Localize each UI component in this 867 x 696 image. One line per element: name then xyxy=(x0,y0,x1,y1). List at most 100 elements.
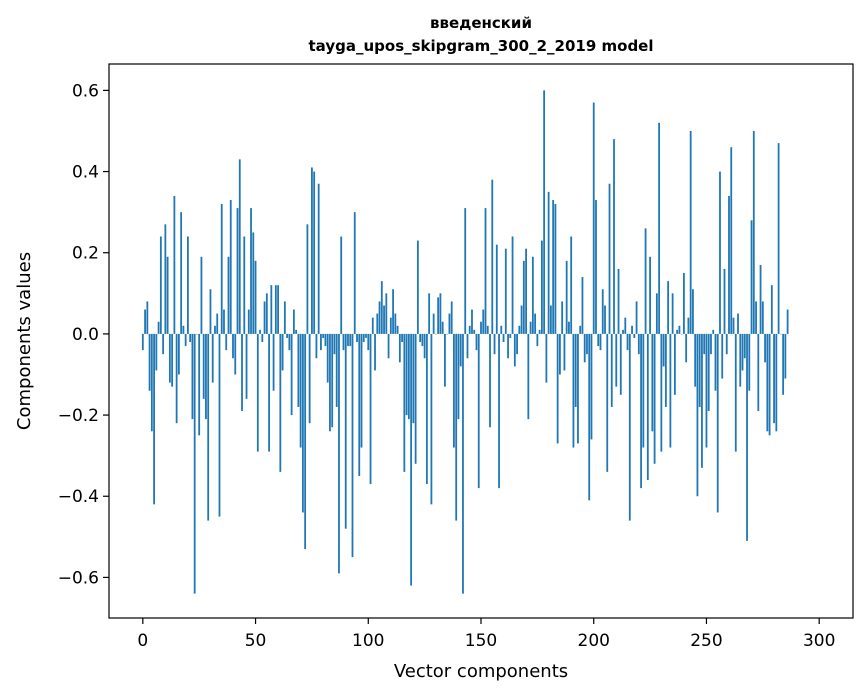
bar xyxy=(743,333,746,359)
bar xyxy=(556,333,559,444)
bar xyxy=(365,333,367,338)
bar xyxy=(543,90,546,334)
y-tick-label: 0.6 xyxy=(72,81,99,101)
bar xyxy=(229,199,232,334)
bar xyxy=(572,333,575,448)
bar xyxy=(536,333,539,347)
bar xyxy=(507,333,509,359)
bar xyxy=(504,248,507,334)
bar xyxy=(770,285,773,334)
bar xyxy=(574,333,577,407)
x-tick-label: 150 xyxy=(465,631,497,651)
bar xyxy=(245,333,248,399)
bar xyxy=(491,179,494,334)
bar xyxy=(259,329,261,334)
bar xyxy=(329,333,331,432)
bar xyxy=(209,289,212,334)
bar xyxy=(664,333,667,407)
bar xyxy=(545,333,548,383)
bar xyxy=(495,244,498,334)
bar xyxy=(595,199,597,334)
bar xyxy=(732,317,735,334)
bar xyxy=(617,268,620,334)
bar xyxy=(250,208,252,334)
bar xyxy=(254,260,257,334)
bar xyxy=(608,183,611,334)
bar xyxy=(694,333,697,387)
bar xyxy=(522,260,525,334)
bar xyxy=(500,325,503,334)
bar xyxy=(344,333,347,529)
bar xyxy=(775,333,778,432)
bar xyxy=(509,333,512,338)
bar xyxy=(324,333,327,347)
bar xyxy=(141,333,144,351)
bar xyxy=(421,333,424,347)
bar xyxy=(448,313,451,334)
bar xyxy=(189,333,192,343)
bar xyxy=(750,220,753,334)
bar xyxy=(658,122,661,334)
bar xyxy=(707,333,710,412)
bar xyxy=(737,313,739,334)
bar xyxy=(696,333,699,497)
bar xyxy=(597,333,600,347)
bar xyxy=(349,333,352,347)
bar xyxy=(590,333,593,440)
bar xyxy=(701,333,703,468)
x-tick-label: 100 xyxy=(352,631,384,651)
bar xyxy=(489,333,491,428)
bar xyxy=(712,329,715,334)
bar xyxy=(283,301,286,334)
bar xyxy=(644,228,647,334)
bar xyxy=(466,333,469,359)
bar xyxy=(247,309,250,334)
bar xyxy=(236,208,239,334)
bar xyxy=(232,333,234,359)
bar xyxy=(773,333,775,424)
bar xyxy=(205,333,207,420)
bar xyxy=(568,321,570,334)
bar xyxy=(592,102,595,334)
bar xyxy=(687,317,690,334)
bar xyxy=(703,333,706,355)
bar xyxy=(710,333,712,355)
bar xyxy=(401,333,403,343)
bar xyxy=(678,325,681,334)
y-tick-label: −0.2 xyxy=(58,406,99,426)
bar xyxy=(459,333,462,367)
bar xyxy=(180,212,183,334)
bar xyxy=(646,333,649,481)
bar xyxy=(243,236,246,334)
bar xyxy=(513,333,516,367)
bar xyxy=(549,305,552,334)
x-axis-label: Vector components xyxy=(394,661,568,682)
bar xyxy=(220,204,223,334)
bar xyxy=(315,333,318,359)
bar xyxy=(389,317,392,334)
bar xyxy=(604,305,606,334)
bar xyxy=(265,293,268,334)
bar xyxy=(559,333,561,375)
bar xyxy=(464,208,467,334)
bar xyxy=(777,143,780,334)
bar xyxy=(520,305,523,334)
bar xyxy=(162,333,165,355)
bar xyxy=(601,289,604,334)
bar xyxy=(371,317,374,334)
bar xyxy=(685,333,688,363)
bar xyxy=(626,333,629,351)
bar xyxy=(782,333,785,395)
x-tick-label: 300 xyxy=(803,631,835,651)
bar xyxy=(468,325,471,334)
bar xyxy=(748,333,751,391)
bar xyxy=(182,325,185,334)
bar xyxy=(369,333,372,485)
bar xyxy=(673,333,676,395)
bar xyxy=(473,329,476,334)
bar xyxy=(662,333,665,367)
bar xyxy=(746,333,748,541)
bar xyxy=(671,293,674,334)
bar xyxy=(279,333,282,472)
bar xyxy=(187,236,189,334)
